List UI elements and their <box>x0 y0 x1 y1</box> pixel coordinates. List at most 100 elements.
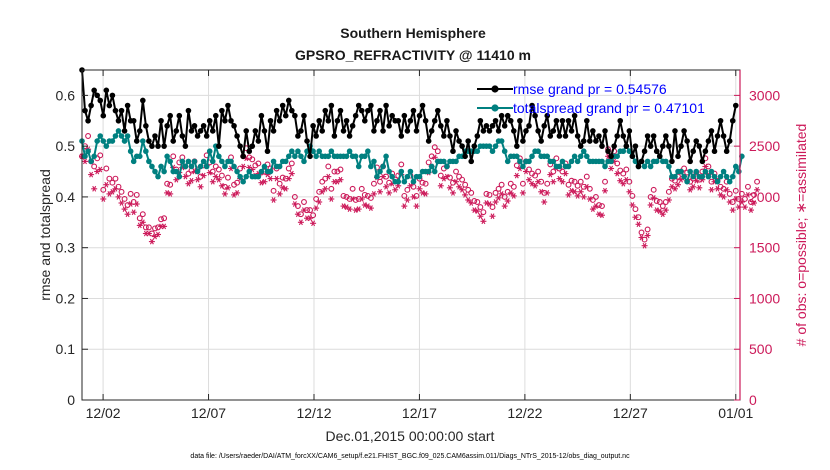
totalspread-point <box>647 163 654 170</box>
obs-possible-marker <box>419 179 426 186</box>
obs-assimilated-marker <box>647 202 654 208</box>
obs-assimilated-marker <box>218 182 225 189</box>
rmse-point <box>179 133 186 139</box>
y-tick-label: 0.6 <box>56 87 76 103</box>
y-tick-label: 0.4 <box>56 189 76 205</box>
totalspread-point <box>556 163 563 170</box>
obs-assimilated-marker <box>599 212 605 219</box>
rmse-point <box>261 128 268 134</box>
rmse-point <box>371 128 377 134</box>
rmse-point <box>656 153 663 160</box>
totalspread-point <box>143 148 149 155</box>
obs-possible-marker <box>167 181 174 188</box>
rmse-point <box>85 117 91 124</box>
rmse-point <box>270 128 277 134</box>
obs-possible-marker <box>474 199 481 205</box>
rmse-point <box>729 117 736 124</box>
rmse-point <box>404 128 411 134</box>
rmse-point <box>514 143 520 149</box>
legend-spread-marker <box>491 104 499 112</box>
obs-assimilated-marker <box>696 184 703 191</box>
rmse-point <box>453 128 459 134</box>
totalspread-point <box>453 158 459 165</box>
obs-possible-marker <box>465 186 472 193</box>
rmse-point <box>267 117 274 124</box>
totalspread-point <box>550 158 557 165</box>
obs-assimilated-marker <box>751 200 757 206</box>
totalspread-point <box>559 158 566 165</box>
rmse-point <box>438 123 444 129</box>
obs-assimilated-marker <box>124 211 131 218</box>
totalspread-point <box>705 173 712 180</box>
totalspread-point <box>313 153 319 160</box>
obs-assimilated-marker <box>571 188 578 195</box>
rmse-point <box>544 112 551 119</box>
totalspread-point <box>663 158 669 165</box>
obs-assimilated-marker <box>714 185 721 192</box>
obs-assimilated-marker <box>519 190 526 196</box>
rmse-point <box>608 153 614 160</box>
obs-assimilated-marker <box>541 199 548 205</box>
rmse-point <box>681 128 687 134</box>
obs-assimilated-marker <box>614 170 621 177</box>
obs-possible-marker <box>638 229 645 236</box>
y2-axis-label: # of obs: o=possible; ∗=assimilated <box>793 124 809 347</box>
rmse-point <box>237 143 243 149</box>
rmse-point <box>91 87 97 94</box>
rmse-point <box>489 123 496 129</box>
rmse-point <box>644 133 651 139</box>
totalspread-point <box>100 138 107 144</box>
obs-possible-marker <box>462 181 469 188</box>
totalspread-point <box>167 158 173 165</box>
totalspread-point <box>97 133 104 139</box>
rmse-point <box>690 148 697 155</box>
rmse-point <box>620 133 627 139</box>
rmse-point <box>243 128 250 134</box>
totalspread-point <box>173 168 180 175</box>
obs-assimilated-marker <box>267 175 274 182</box>
rmse-point <box>669 158 675 165</box>
rmse-point <box>355 102 362 109</box>
obs-assimilated-marker <box>498 191 505 197</box>
totalspread-point <box>489 148 496 155</box>
obs-assimilated-marker <box>437 182 444 189</box>
obs-assimilated-marker <box>629 202 636 208</box>
rmse-point <box>547 133 554 139</box>
rmse-point <box>486 128 493 134</box>
x-axis-label: Dec.01,2015 00:00:00 start <box>326 428 495 444</box>
obs-assimilated-marker <box>474 208 481 214</box>
rmse-point <box>292 112 298 119</box>
rmse-point <box>720 133 727 139</box>
obs-assimilated-marker <box>726 199 733 205</box>
obs-assimilated-marker <box>404 197 411 203</box>
rmse-point <box>495 128 502 134</box>
rmse-point <box>434 107 441 114</box>
rmse-point <box>176 112 183 119</box>
obs-assimilated-marker <box>276 191 283 197</box>
rmse-point <box>130 117 137 124</box>
x-tick-label: 12/17 <box>402 405 437 421</box>
rmse-point <box>687 158 693 165</box>
obs-assimilated-marker <box>127 201 134 207</box>
obs-assimilated-marker <box>480 218 487 225</box>
rmse-point <box>161 143 167 149</box>
rmse-point <box>231 123 237 129</box>
obs-possible-marker <box>370 180 377 187</box>
obs-assimilated-marker <box>462 192 469 198</box>
y-tick-label: 0.1 <box>56 341 76 357</box>
obs-assimilated-marker <box>702 163 709 170</box>
rmse-point <box>629 153 636 160</box>
rmse-point <box>614 133 620 139</box>
totalspread-point <box>653 158 660 165</box>
totalspread-point <box>234 168 240 175</box>
obs-assimilated-marker <box>325 173 332 180</box>
rmse-point <box>666 143 672 149</box>
obs-assimilated-marker <box>377 188 383 195</box>
rmse-point <box>273 107 280 114</box>
totalspread-point <box>91 153 97 160</box>
obs-assimilated-marker <box>547 171 554 178</box>
obs-assimilated-marker <box>145 230 152 237</box>
totalspread-point <box>732 163 739 170</box>
obs-possible-marker <box>291 193 298 200</box>
obs-assimilated-marker <box>665 197 672 203</box>
